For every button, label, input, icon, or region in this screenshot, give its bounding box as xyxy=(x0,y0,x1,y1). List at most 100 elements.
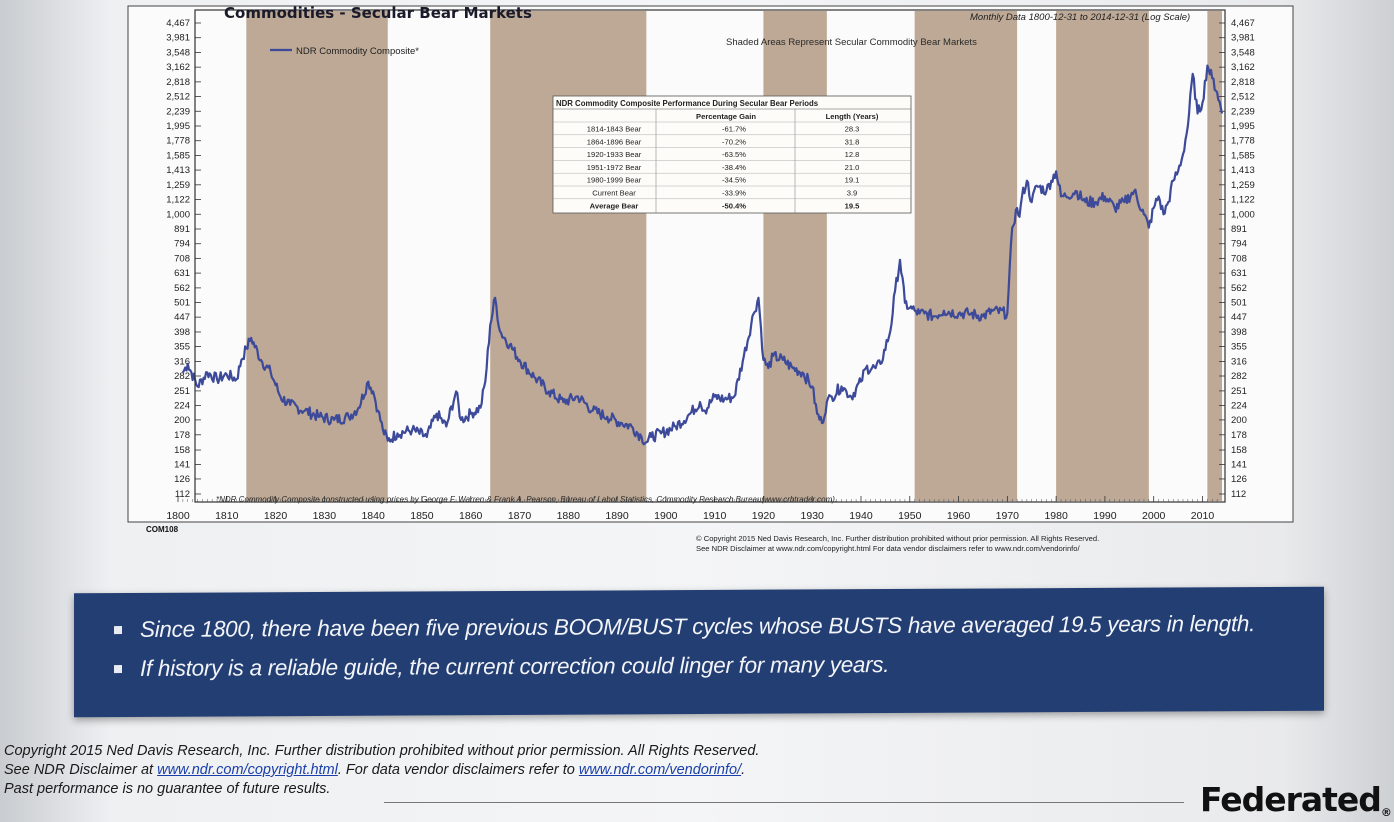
y-tick-label-left-20: 447 xyxy=(174,312,190,323)
x-tick-label-12: 1920 xyxy=(752,510,776,522)
footer-copyright: Copyright 2015 Ned Davis Research, Inc. … xyxy=(4,743,760,759)
table-cell-period: 1864-1896 Bear xyxy=(587,137,642,146)
y-tick-label-right-13: 1,000 xyxy=(1231,209,1255,220)
x-tick-label-13: 1930 xyxy=(801,510,825,522)
y-tick-label-right-7: 1,995 xyxy=(1231,121,1255,132)
table-cell-gain: -38.4% xyxy=(722,163,746,172)
y-tick-label-left-13: 1,000 xyxy=(166,209,190,220)
table-cell-length: 19.1 xyxy=(845,176,860,185)
y-tick-label-right-28: 178 xyxy=(1231,430,1247,441)
table-cell-length: 19.5 xyxy=(845,201,861,210)
table-cell-gain: -34.5% xyxy=(722,176,746,185)
footer-rule xyxy=(384,802,1184,803)
y-tick-label-left-3: 3,162 xyxy=(166,62,190,73)
summary-list: Since 1800, there have been five previou… xyxy=(74,587,1324,683)
y-tick-label-left-1: 3,981 xyxy=(166,33,190,44)
y-tick-label-left-30: 141 xyxy=(174,460,190,471)
y-tick-label-left-6: 2,239 xyxy=(166,106,190,117)
plot-frame xyxy=(194,9,1226,503)
x-tick-label-20: 2000 xyxy=(1142,510,1166,522)
y-tick-label-right-30: 141 xyxy=(1231,460,1247,471)
x-tick-label-0: 1800 xyxy=(166,510,190,522)
y-tick-label-left-15: 794 xyxy=(174,239,190,250)
y-tick-label-right-20: 447 xyxy=(1231,312,1247,323)
x-tick-label-18: 1980 xyxy=(1044,510,1068,522)
y-tick-label-left-11: 1,259 xyxy=(166,180,190,191)
y-tick-label-left-24: 282 xyxy=(174,371,190,382)
y-tick-label-right-26: 224 xyxy=(1231,400,1247,411)
vendorinfo-link[interactable]: www.ndr.com/vendorinfo/ xyxy=(578,762,742,778)
y-tick-label-left-22: 355 xyxy=(174,342,190,353)
table-title: NDR Commodity Composite Performance Duri… xyxy=(556,99,819,108)
footer-disclaimer-suffix: . xyxy=(741,762,746,778)
bear-period-1 xyxy=(246,11,388,501)
table-cell-length: 31.8 xyxy=(845,137,860,146)
y-tick-label-right-1: 3,981 xyxy=(1231,33,1255,44)
shading-note: Shaded Areas Represent Secular Commodity… xyxy=(726,37,977,48)
y-tick-label-right-18: 562 xyxy=(1231,283,1247,294)
footer-disclaimer: See NDR Disclaimer at www.ndr.com/copyri… xyxy=(4,761,759,780)
chart: 4,467 4,467 3,981 3,981 3,548 3,548 3,162 3,162… xyxy=(127,4,1294,553)
footer: Copyright 2015 Ned Davis Research, Inc. … xyxy=(4,742,1184,803)
y-tick-label-left-2: 3,548 xyxy=(166,47,190,58)
y-tick-label-right-21: 398 xyxy=(1231,327,1247,338)
y-tick-label-right-9: 1,585 xyxy=(1231,150,1255,161)
y-tick-label-right-32: 112 xyxy=(1231,489,1246,500)
x-tick-label-7: 1870 xyxy=(508,510,532,522)
x-tick-label-17: 1970 xyxy=(996,510,1020,522)
y-tick-label-right-24: 282 xyxy=(1231,371,1247,382)
table-rows: 1814-1843 Bear -61.7% 28.3 1864-1896 Bear -7… xyxy=(553,121,911,210)
table-cell-gain: -61.7% xyxy=(722,125,746,134)
y-tick-label-left-26: 224 xyxy=(174,400,190,411)
copyright-line-2: See NDR Disclaimer at www.ndr.com/copyri… xyxy=(696,544,1081,553)
y-tick-label-right-3: 3,162 xyxy=(1231,62,1255,73)
table-cell-gain: -63.5% xyxy=(722,150,746,159)
table-cell-period: 1920-1933 Bear xyxy=(587,150,642,159)
summary-banner: Since 1800, there have been five previou… xyxy=(74,586,1324,718)
footer-disclaimer-middle: . For data vendor disclaimers refer to xyxy=(337,762,579,778)
x-tick-label-14: 1940 xyxy=(849,510,873,522)
legend-label: NDR Commodity Composite* xyxy=(296,46,419,57)
y-tick-label-left-29: 158 xyxy=(174,445,190,456)
x-tick-label-4: 1840 xyxy=(361,510,385,522)
performance-table: NDR Commodity Composite Performance Duri… xyxy=(552,95,912,214)
x-tick-label-5: 1850 xyxy=(410,510,434,522)
y-tick-label-left-17: 631 xyxy=(174,268,190,279)
y-tick-label-right-31: 126 xyxy=(1231,474,1247,485)
y-tick-label-left-14: 891 xyxy=(174,224,190,235)
x-tick-label-10: 1900 xyxy=(654,510,678,522)
x-tick-label-19: 1990 xyxy=(1093,510,1117,522)
y-tick-label-left-23: 316 xyxy=(174,356,190,367)
y-tick-label-right-12: 1,122 xyxy=(1231,195,1255,206)
y-tick-label-right-23: 316 xyxy=(1231,356,1247,367)
table-cell-period: 1951-1972 Bear xyxy=(587,163,642,172)
y-tick-label-right-0: 4,467 xyxy=(1231,18,1255,29)
summary-bullet-2: If history is a reliable guide, the curr… xyxy=(140,650,1324,682)
axis-ticks: 4,467 4,467 3,981 3,981 3,548 3,548 3,162 3,162… xyxy=(166,18,1255,522)
y-tick-label-right-15: 794 xyxy=(1231,239,1247,250)
registered-mark: ® xyxy=(1380,806,1392,819)
y-tick-label-right-11: 1,259 xyxy=(1231,180,1255,191)
y-tick-label-left-28: 178 xyxy=(174,430,190,441)
chart-id: COM108 xyxy=(146,525,179,534)
y-tick-label-right-8: 1,778 xyxy=(1231,136,1255,147)
y-tick-label-left-4: 2,818 xyxy=(166,77,190,88)
table-cell-period: Current Bear xyxy=(592,189,636,198)
y-tick-label-right-2: 3,548 xyxy=(1231,47,1255,58)
y-tick-label-right-10: 1,413 xyxy=(1231,165,1255,176)
y-tick-label-right-5: 2,512 xyxy=(1231,92,1255,103)
summary-bullet-1: Since 1800, there have been five previou… xyxy=(140,611,1324,643)
y-tick-label-right-16: 708 xyxy=(1231,253,1247,264)
y-tick-label-left-25: 251 xyxy=(174,386,190,397)
table-cell-period: Average Bear xyxy=(590,201,639,210)
bear-shading xyxy=(246,11,1222,501)
copyright-line-1: © Copyright 2015 Ned Davis Research, Inc… xyxy=(696,534,1099,543)
bear-period-4 xyxy=(914,11,1018,501)
y-tick-label-right-17: 631 xyxy=(1231,268,1247,279)
x-tick-label-8: 1880 xyxy=(557,510,581,522)
bear-period-2 xyxy=(490,11,647,501)
chart-title: Commodities - Secular Bear Markets xyxy=(224,4,532,22)
footer-past-performance: Past performance is no guarantee of futu… xyxy=(4,781,331,797)
y-tick-label-left-9: 1,585 xyxy=(166,150,190,161)
copyright-link[interactable]: www.ndr.com/copyright.html xyxy=(157,762,338,778)
